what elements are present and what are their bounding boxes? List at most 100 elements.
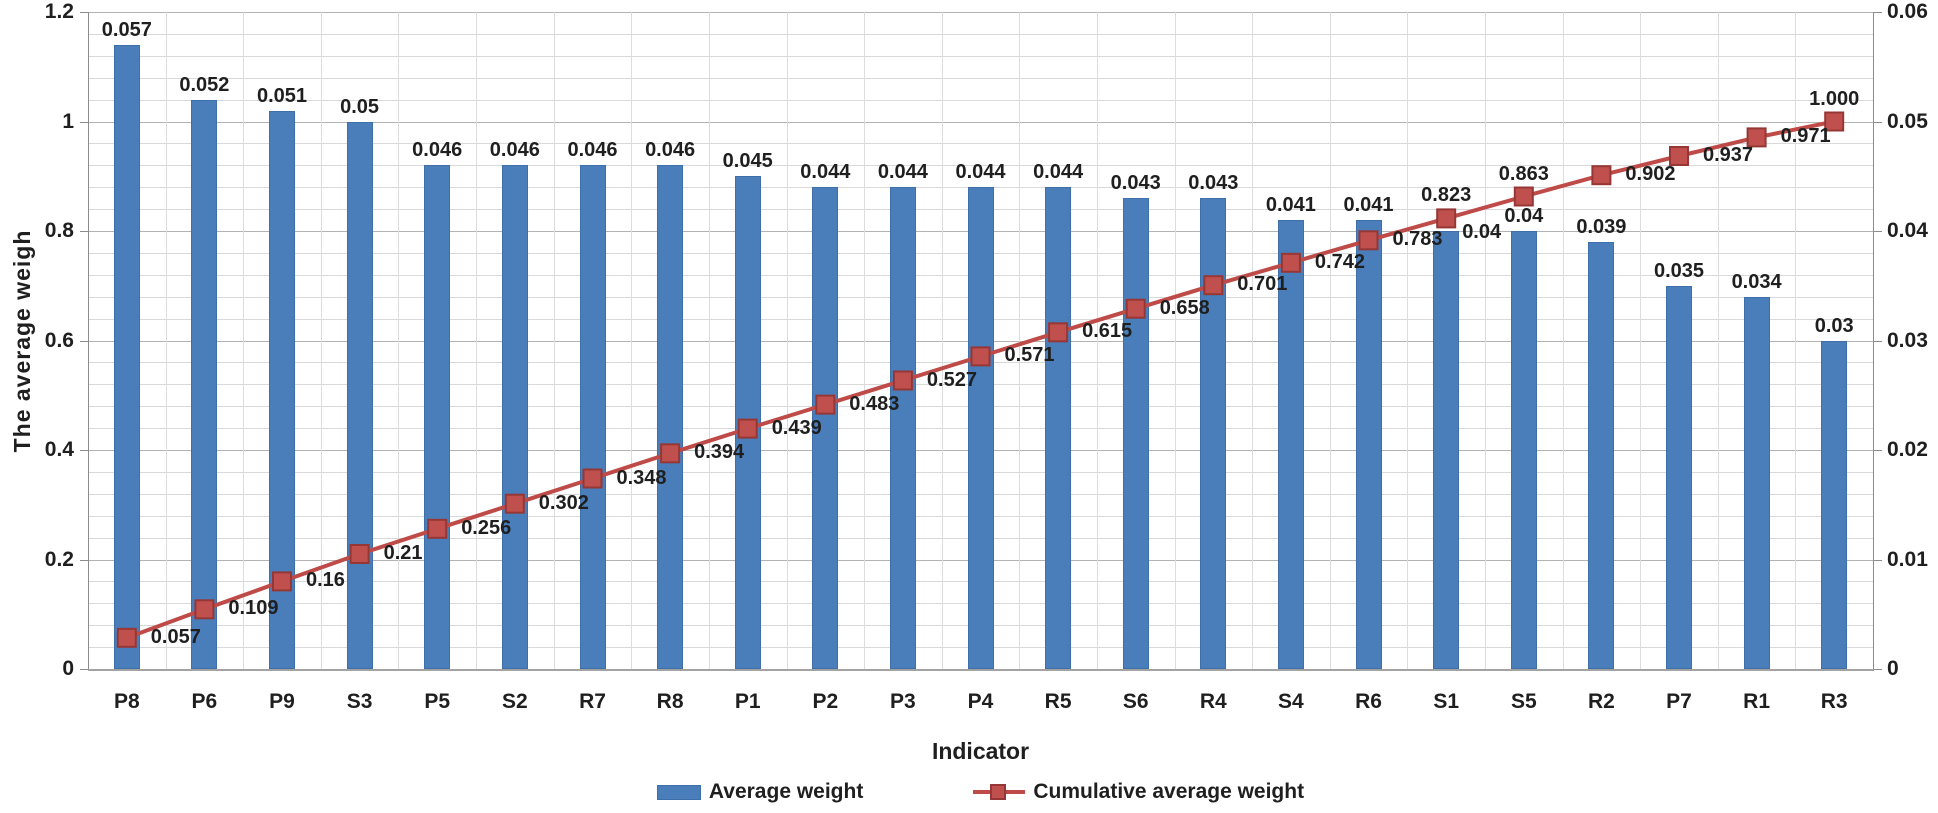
y-axis-tick-label-right: 0.06 bbox=[1887, 0, 1928, 23]
x-category-label-R6: R6 bbox=[1355, 690, 1382, 713]
bar-S5 bbox=[1510, 231, 1537, 669]
gridline-horizontal bbox=[88, 33, 1873, 35]
bar-value-label: 0.046 bbox=[412, 139, 463, 162]
x-category-label-P5: P5 bbox=[424, 690, 451, 713]
y-axis-title: The average weigh bbox=[9, 229, 35, 452]
bar-value-label: 0.044 bbox=[955, 161, 1006, 184]
x-category-label-P8: P8 bbox=[113, 690, 140, 713]
line-marker-S2 bbox=[504, 493, 525, 514]
legend-label: Cumulative average weight bbox=[1033, 780, 1305, 803]
bar-P6 bbox=[191, 99, 218, 669]
x-category-label-P9: P9 bbox=[269, 690, 295, 713]
bar-value-label: 0.046 bbox=[567, 139, 618, 162]
x-category-label-S1: S1 bbox=[1433, 690, 1460, 713]
bar-value-label: 0.04 bbox=[1462, 221, 1502, 243]
x-category-label-R2: R2 bbox=[1587, 690, 1615, 713]
y-axis-tick-label-right: 0.05 bbox=[1887, 109, 1928, 133]
bar-value-label: 0.04 bbox=[1504, 205, 1544, 227]
gridline-vertical bbox=[553, 12, 555, 669]
line-marker-S4 bbox=[1280, 252, 1301, 273]
cumulative-value-label: 0.571 bbox=[1004, 344, 1055, 367]
bar-P4 bbox=[967, 187, 994, 669]
gridline-horizontal bbox=[88, 143, 1873, 145]
y-axis-tick-right bbox=[1874, 559, 1882, 561]
bar-value-label: 0.052 bbox=[179, 73, 230, 96]
x-category-label-S2: S2 bbox=[501, 690, 528, 713]
gridline-vertical bbox=[1252, 12, 1254, 669]
x-category-label-P6: P6 bbox=[191, 690, 218, 713]
gridline-vertical bbox=[1795, 12, 1797, 669]
gridline-vertical bbox=[398, 12, 400, 669]
bar-P5 bbox=[424, 165, 451, 669]
cumulative-value-label: 0.658 bbox=[1159, 296, 1210, 319]
bar-P8 bbox=[113, 44, 140, 669]
line-marker-P4 bbox=[970, 346, 991, 367]
legend-item-cumulative-average-weight: Cumulative average weight bbox=[973, 780, 1304, 804]
legend-item-average-weight: Average weight bbox=[656, 780, 863, 804]
y-axis-tick-label-left: 1.2 bbox=[44, 0, 74, 23]
y-axis-tick-label-right: 0.03 bbox=[1887, 328, 1928, 352]
y-axis-tick-left bbox=[80, 559, 88, 561]
line-marker-P1 bbox=[737, 418, 758, 439]
gridline-vertical bbox=[1407, 12, 1409, 669]
gridline-vertical bbox=[1329, 12, 1331, 669]
y-axis-tick-left bbox=[80, 450, 88, 451]
cumulative-value-label: 0.937 bbox=[1703, 144, 1754, 166]
cumulative-value-label: 0.302 bbox=[538, 491, 589, 514]
bar-value-label: 0.044 bbox=[877, 161, 928, 184]
bar-value-label: 0.051 bbox=[256, 84, 308, 107]
gridline-vertical bbox=[476, 12, 477, 669]
cumulative-value-label: 0.057 bbox=[150, 625, 201, 648]
y-axis-tick-right bbox=[1874, 121, 1882, 123]
bar-P7 bbox=[1666, 285, 1692, 670]
y-axis-line-left bbox=[88, 12, 89, 669]
bar-R3 bbox=[1821, 340, 1848, 669]
y-axis-tick-label-left: 0 bbox=[62, 657, 74, 680]
gridline-vertical bbox=[1019, 12, 1021, 669]
x-axis-line bbox=[88, 669, 1874, 671]
cumulative-value-label: 0.483 bbox=[849, 392, 900, 415]
gridline-vertical bbox=[864, 12, 866, 669]
y-axis-tick-right bbox=[1874, 12, 1882, 13]
bar-R8 bbox=[657, 165, 684, 669]
cumulative-value-label: 0.823 bbox=[1421, 184, 1472, 207]
legend: Average weight Cumulative average weight bbox=[88, 780, 1873, 804]
bar-S2 bbox=[501, 165, 528, 669]
gridline-vertical bbox=[320, 12, 322, 669]
line-marker-S5 bbox=[1513, 186, 1534, 207]
line-marker-S1 bbox=[1436, 208, 1457, 229]
cumulative-value-label: 0.21 bbox=[383, 542, 423, 564]
line-marker-P8 bbox=[116, 627, 137, 648]
bar-value-label: 0.05 bbox=[340, 95, 380, 118]
gridline-vertical bbox=[708, 12, 710, 669]
line-marker-P2 bbox=[815, 394, 836, 415]
cumulative-value-label: 0.256 bbox=[461, 516, 512, 539]
cumulative-value-label: 0.394 bbox=[694, 441, 745, 464]
y-axis-tick-left bbox=[80, 340, 88, 342]
gridline-horizontal bbox=[88, 55, 1873, 57]
gridline-vertical bbox=[1485, 12, 1486, 669]
y-axis-tick-label-right: 0.01 bbox=[1887, 547, 1928, 571]
bar-value-label: 0.044 bbox=[1033, 161, 1084, 184]
line-marker-P3 bbox=[892, 370, 913, 391]
line-marker-P7 bbox=[1669, 146, 1689, 166]
x-category-label-P2: P2 bbox=[812, 690, 839, 713]
x-category-label-S5: S5 bbox=[1510, 690, 1537, 713]
bar-value-label: 0.043 bbox=[1188, 172, 1239, 195]
gridline-horizontal bbox=[88, 99, 1873, 101]
line-marker-S6 bbox=[1125, 298, 1146, 319]
y-axis-tick-left bbox=[80, 669, 88, 670]
bar-S6 bbox=[1122, 198, 1149, 669]
line-marker-P9 bbox=[272, 571, 292, 592]
cumulative-value-label: 0.348 bbox=[616, 466, 667, 489]
gridline-vertical bbox=[631, 12, 633, 669]
bar-value-label: 0.039 bbox=[1576, 215, 1627, 238]
line-marker-P6 bbox=[194, 599, 215, 620]
cumulative-value-label: 0.109 bbox=[228, 597, 279, 620]
y-axis-tick-label-right: 0 bbox=[1887, 657, 1899, 680]
y-axis-tick-label-right: 0.04 bbox=[1887, 219, 1928, 242]
gridline-horizontal bbox=[88, 12, 1873, 13]
x-category-label-S6: S6 bbox=[1122, 690, 1149, 713]
bar-value-label: 0.043 bbox=[1110, 172, 1161, 195]
